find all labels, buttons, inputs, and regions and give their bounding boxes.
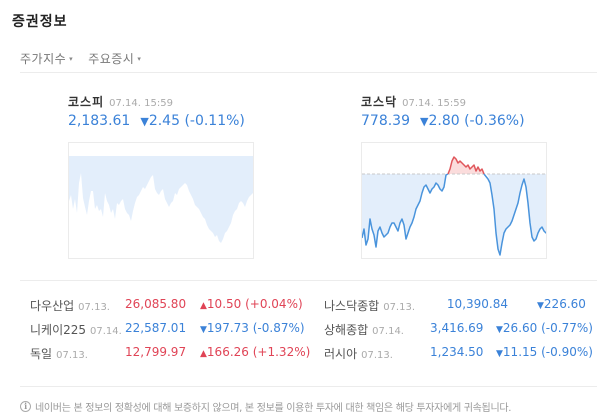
market-price: 1,234.50 — [430, 345, 484, 359]
section-title: 증권정보 — [12, 14, 68, 30]
info-icon: i — [20, 401, 31, 412]
market-change: ▼226.60 — [537, 297, 586, 311]
kospi-chart[interactable] — [68, 142, 254, 259]
market-change-value: 10.50 — [206, 297, 242, 311]
caret-down-icon: ▾ — [69, 54, 74, 63]
index-change-pct: (-0.36%) — [464, 113, 525, 129]
market-price: 3,416.69 — [430, 321, 484, 335]
tab-stock-index-label: 주가지수 — [20, 52, 67, 66]
market-date: 07.13. — [56, 350, 88, 361]
kospi-chart-svg — [69, 156, 253, 243]
market-row-nikkei[interactable]: 니케이225 07.14. 22,587.01 ▼197.73 (-0.87%) — [30, 321, 305, 345]
market-change-value: 226.60 — [543, 297, 586, 311]
market-change-pct: (-0.77%) — [541, 321, 593, 335]
index-time: 07.14. 15:59 — [109, 98, 173, 109]
market-list-left: 다우산업 07.13. 26,085.80 ▲10.50 (+0.04%) 니케… — [30, 297, 310, 369]
market-price: 12,799.97 — [125, 345, 187, 359]
index-change-value: 2.45 — [148, 113, 180, 129]
market-change: ▼11.15 (-0.90%) — [496, 345, 593, 359]
kosdaq-chart-svg — [362, 156, 546, 256]
market-change-value: 166.26 — [206, 345, 249, 359]
market-date: 07.13. — [383, 302, 416, 313]
market-change: ▲166.26 (+1.32%) — [200, 345, 310, 359]
market-date: 07.14. — [372, 326, 404, 337]
market-name: 상해종합 — [324, 323, 369, 337]
tab-major-markets-label: 주요증시 — [88, 52, 135, 66]
market-name: 나스닥종합 — [324, 299, 380, 313]
tab-major-markets[interactable]: 주요증시 ▾ — [88, 50, 141, 67]
notice-divider — [20, 386, 597, 387]
market-change-value: 26.60 — [502, 321, 538, 335]
market-date: 07.13. — [78, 302, 110, 313]
market-row-shanghai[interactable]: 상해종합 07.14. 3,416.69 ▼26.60 (-0.77%) — [324, 321, 594, 345]
market-change-pct: (+1.32%) — [252, 345, 311, 359]
down-triangle-icon: ▼ — [420, 115, 429, 128]
kosdaq-chart[interactable] — [361, 142, 547, 259]
market-name: 독일 — [30, 347, 53, 361]
market-change-pct: (-0.87%) — [252, 321, 305, 335]
market-change: ▲10.50 (+0.04%) — [200, 297, 303, 311]
index-price: 778.39 — [361, 113, 410, 129]
market-change: ▼197.73 (-0.87%) — [200, 321, 305, 335]
index-change-value: 2.80 — [428, 113, 460, 129]
market-price: 22,587.01 — [125, 321, 187, 335]
market-change-pct: (-0.90%) — [541, 345, 593, 359]
market-change-value: 197.73 — [206, 321, 249, 335]
market-change: ▼26.60 (-0.77%) — [496, 321, 593, 335]
market-row-russia[interactable]: 러시아 07.13. 1,234.50 ▼11.15 (-0.90%) — [324, 345, 594, 369]
index-name: 코스피 — [68, 95, 105, 109]
down-triangle-icon: ▼ — [496, 325, 503, 335]
tab-bar: 주가지수 ▾ 주요증시 ▾ — [20, 50, 141, 67]
kospi-summary[interactable]: 코스피 07.14. 15:59 2,183.61 ▼2.45 (-0.11%) — [68, 93, 245, 129]
down-triangle-icon: ▼ — [537, 301, 544, 311]
market-date: 07.14. — [90, 326, 122, 337]
tab-divider — [20, 72, 597, 73]
index-change: ▼2.80 (-0.36%) — [420, 113, 525, 129]
market-date: 07.13. — [361, 350, 393, 361]
market-name: 러시아 — [324, 347, 358, 361]
down-triangle-icon: ▼ — [140, 115, 149, 128]
index-change-pct: (-0.11%) — [184, 113, 245, 129]
down-triangle-icon: ▼ — [496, 349, 503, 359]
market-list-right: 나스닥종합 07.13. 10,390.84 ▼226.60 상해종합 07.1… — [324, 297, 594, 369]
index-name: 코스닥 — [361, 95, 398, 109]
index-change: ▼2.45 (-0.11%) — [140, 113, 245, 129]
index-price: 2,183.61 — [68, 113, 131, 129]
market-row-nasdaq[interactable]: 나스닥종합 07.13. 10,390.84 ▼226.60 — [324, 297, 594, 321]
disclaimer-notice: i 네이버는 본 정보의 정확성에 대해 보증하지 않으며, 본 정보를 이용한… — [20, 399, 511, 414]
disclaimer-text: 네이버는 본 정보의 정확성에 대해 보증하지 않으며, 본 정보를 이용한 투… — [35, 403, 512, 414]
market-price: 10,390.84 — [446, 297, 508, 311]
up-triangle-icon: ▲ — [200, 301, 207, 311]
caret-down-icon: ▾ — [137, 54, 142, 63]
section-divider — [20, 280, 597, 281]
market-price: 26,085.80 — [125, 297, 187, 311]
down-triangle-icon: ▼ — [200, 325, 207, 335]
market-row-germany[interactable]: 독일 07.13. 12,799.97 ▲166.26 (+1.32%) — [30, 345, 310, 369]
tab-stock-index[interactable]: 주가지수 ▾ — [20, 50, 73, 67]
market-name: 다우산업 — [30, 299, 75, 313]
index-time: 07.14. 15:59 — [402, 98, 466, 109]
up-triangle-icon: ▲ — [200, 349, 207, 359]
market-name: 니케이225 — [30, 323, 87, 337]
market-change-value: 11.15 — [502, 345, 538, 359]
kosdaq-summary[interactable]: 코스닥 07.14. 15:59 778.39 ▼2.80 (-0.36%) — [361, 93, 525, 129]
market-change-pct: (+0.04%) — [245, 297, 303, 311]
market-row-dow[interactable]: 다우산업 07.13. 26,085.80 ▲10.50 (+0.04%) — [30, 297, 303, 321]
